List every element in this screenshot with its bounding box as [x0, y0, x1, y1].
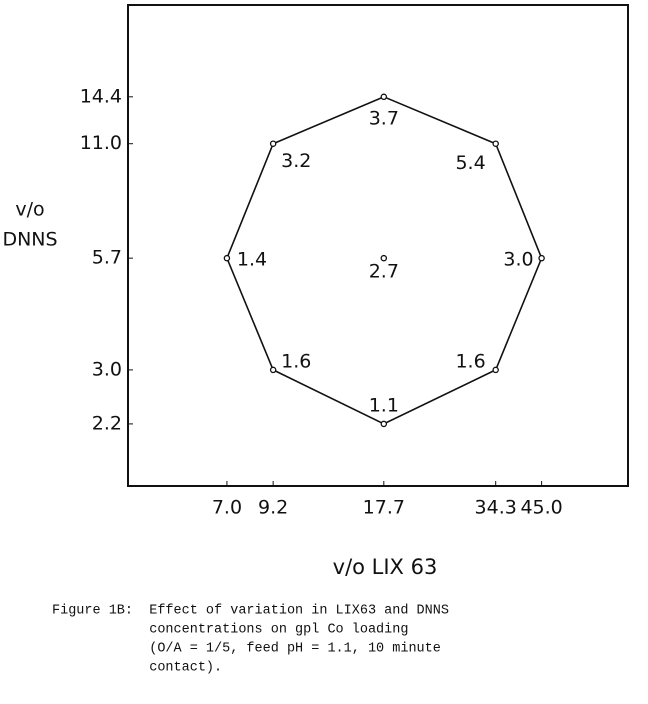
y-tick-label: 14.4 — [80, 85, 122, 107]
data-label: 5.4 — [455, 152, 485, 174]
y-tick-label: 11.0 — [80, 132, 122, 154]
plot-frame — [127, 4, 629, 487]
point — [380, 420, 388, 428]
x-tick-label: 34.3 — [475, 497, 517, 519]
y-axis-label: v/o — [15, 199, 44, 221]
point — [269, 140, 277, 147]
data-label: 3.0 — [503, 249, 533, 271]
data-label: 3.2 — [281, 150, 311, 172]
data-label: 1.6 — [281, 350, 311, 372]
point — [380, 254, 388, 262]
y-tick-label: 3.0 — [92, 358, 122, 380]
point — [538, 254, 545, 262]
y-tick-label: 2.2 — [92, 412, 122, 434]
data-label: 3.7 — [369, 107, 399, 129]
x-tick-label: 9.2 — [258, 497, 288, 519]
caption-line: concentrations on gpl Co loading — [52, 623, 408, 638]
x-axis-label: v/o LIX 63 — [333, 555, 438, 579]
caption-line: (O/A = 1/5, feed pH = 1.1, 10 minute — [52, 642, 441, 657]
data-label: 1.6 — [455, 350, 485, 372]
data-label: 1.1 — [369, 394, 399, 416]
point — [492, 366, 499, 374]
x-tick-label: 17.7 — [363, 497, 405, 519]
caption-line: contact). — [52, 661, 222, 676]
y-axis-label: DNNS — [2, 229, 57, 251]
x-tick-label: 7.0 — [212, 497, 242, 519]
data-label: 1.4 — [237, 249, 267, 271]
caption-line: Figure 1B: Effect of variation in LIX63 … — [52, 604, 449, 619]
point — [492, 140, 499, 147]
data-label: 2.7 — [369, 261, 399, 283]
point — [269, 366, 277, 374]
point — [380, 93, 388, 101]
x-tick-label: 45.0 — [520, 497, 562, 519]
point — [223, 254, 231, 262]
y-tick-label: 5.7 — [92, 247, 122, 269]
